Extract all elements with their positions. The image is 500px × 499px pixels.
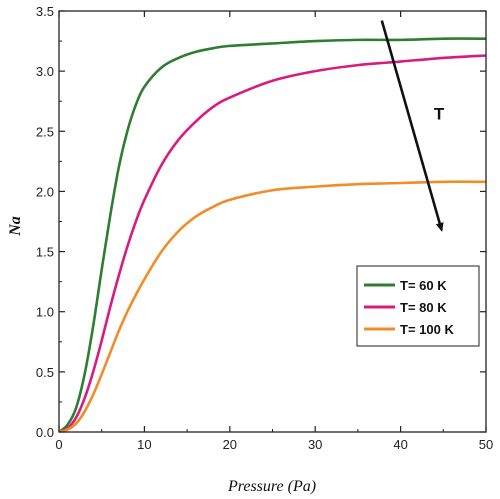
arrow [380, 20, 444, 232]
y-tick-label: 0.5 [36, 365, 54, 380]
axis-ticks: 0 10 20 30 40 50 0.0 0.5 1.0 1.5 2.0 2.5 3.0 3.5 [36, 4, 493, 452]
series-line-1 [59, 37, 486, 432]
y-tick-label: 2.5 [36, 124, 54, 139]
legend-label: T= 100 K [400, 322, 454, 337]
x-axis-title: Pressure (Pa) [227, 478, 316, 495]
y-tick-label: 3.0 [36, 64, 54, 79]
x-tick-label: 10 [137, 437, 151, 452]
y-tick-label: 3.5 [36, 4, 54, 19]
x-tick-label: 20 [223, 437, 237, 452]
x-tick-label: 40 [393, 437, 407, 452]
x-tick-label: 30 [308, 437, 322, 452]
y-tick-label: 2.0 [36, 184, 54, 199]
legend-label: T= 60 K [400, 278, 447, 293]
legend-label: T= 80 K [400, 300, 447, 315]
legend: T= 60 K T= 80 K T= 100 K [356, 265, 480, 347]
series-line-2 [59, 54, 486, 432]
series-line-3 [59, 180, 486, 432]
y-tick-label: 1.5 [36, 245, 54, 260]
plot-series [59, 37, 486, 432]
temperature-arrow-annotation: T [380, 20, 445, 232]
y-axis-title: Na [7, 216, 24, 237]
plot-frame [58, 10, 487, 433]
arrow-label: T [434, 104, 445, 123]
y-tick-label: 0.0 [36, 425, 54, 440]
x-tick-label: 0 [55, 437, 62, 452]
x-tick-label: 50 [479, 437, 493, 452]
legend-box [356, 265, 480, 347]
y-tick-label: 1.0 [36, 305, 54, 320]
